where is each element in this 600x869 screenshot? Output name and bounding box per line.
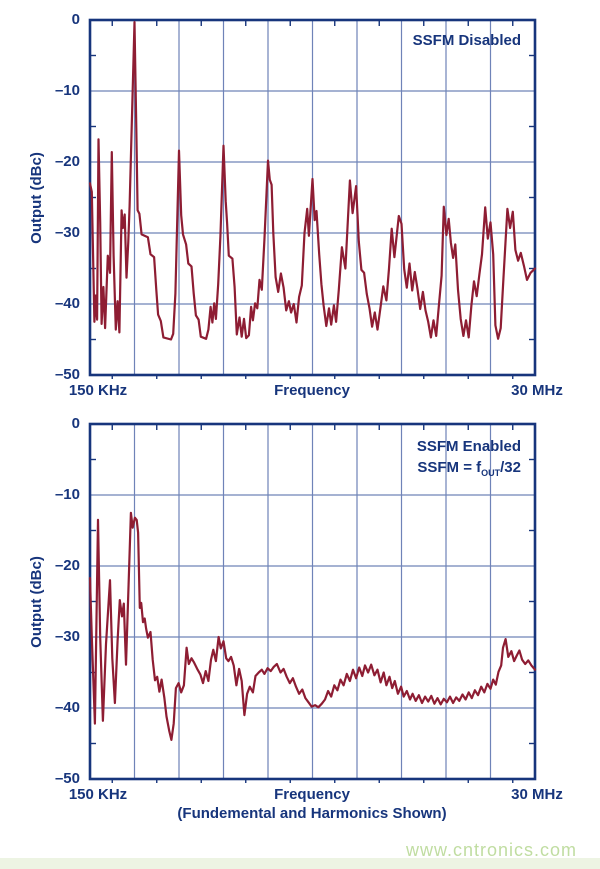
subscript-out: OUT	[481, 468, 501, 478]
y-tick-label: 0	[71, 11, 80, 28]
y-tick-label: –20	[54, 153, 80, 170]
annotation-line: SSFM Disabled	[412, 32, 521, 49]
annotation-line1: SSFM Enabled	[416, 438, 521, 455]
y-tick-label: –30	[54, 628, 80, 645]
x-end-label-bottom: 30 MHz	[511, 786, 563, 803]
annotation-line2: SSFM = fOUT/32	[417, 459, 521, 478]
y-tick-label: –50	[54, 366, 80, 383]
x-start-label-top: 150 KHz	[68, 382, 128, 399]
spectrum-trace	[88, 20, 537, 341]
annotation-ssfm-disabled: SSFM Disabled	[413, 30, 521, 51]
y-tick-label: –50	[54, 770, 80, 787]
y-tick-label: –40	[54, 699, 80, 716]
y-tick-label: –40	[54, 295, 80, 312]
x-axis-caption: (Fundemental and Harmonics Shown)	[177, 805, 447, 822]
x-axis-title-bottom: Frequency	[274, 786, 350, 803]
y-tick-label: 0	[71, 415, 80, 432]
x-end-label-top: 30 MHz	[511, 382, 563, 399]
plot-ssfm-enabled	[88, 422, 537, 783]
watermark-text: www.cntronics.com	[405, 840, 577, 860]
x-start-label-bottom: 150 KHz	[68, 786, 128, 803]
y-tick-label: –20	[54, 557, 80, 574]
spectrum-trace	[88, 511, 537, 741]
x-axis-title-top: Frequency	[274, 382, 350, 399]
y-tick-label: –10	[54, 82, 80, 99]
annotation-ssfm-enabled: SSFM Enabled SSFM = fOUT/32	[417, 436, 521, 478]
y-tick-label: –30	[54, 224, 80, 241]
plot-ssfm-disabled	[88, 18, 537, 379]
y-tick-label: –10	[54, 486, 80, 503]
watermark-strip	[0, 858, 600, 869]
